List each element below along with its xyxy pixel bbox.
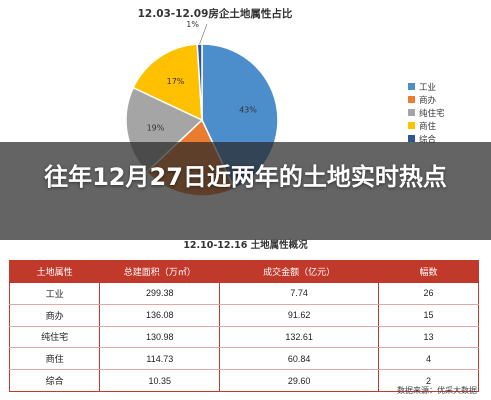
headline-title: 往年12月27日近两年的土地实时热点 <box>44 163 447 191</box>
cell-area: 136.08 <box>99 304 221 327</box>
cell-attribute: 综合 <box>8 369 101 392</box>
data-source-note: 数据来源：优采大数据 <box>397 386 477 395</box>
legend-item: 纯住宅 <box>408 106 445 119</box>
legend-label: 纯住宅 <box>419 108 445 119</box>
pie-chart-title: 12.03-12.09房企土地属性占比 <box>137 8 293 20</box>
headline-overlay <box>0 142 491 240</box>
header-floor-area: 总建面积（万㎡） <box>99 260 221 283</box>
legend-swatch <box>408 83 415 90</box>
legend-label: 综合 <box>419 134 437 145</box>
pie-slice-3 <box>132 43 203 122</box>
cell-amount: 132.61 <box>219 326 379 349</box>
table-row: 商办 136.08 91.62 15 <box>8 304 480 327</box>
header-land-attribute: 土地属性 <box>8 260 101 283</box>
legend-swatch <box>408 135 415 142</box>
legend-label: 工业 <box>419 82 437 93</box>
table-title: 12.10-12.16 土地属性概况 <box>183 240 308 251</box>
legend-label: 商办 <box>419 95 437 106</box>
cell-attribute: 商住 <box>8 347 101 371</box>
legend-label: 商住 <box>419 121 437 132</box>
pie-legend: 工业商办纯住宅商住综合 <box>408 80 445 145</box>
legend-item: 商住 <box>408 119 445 132</box>
cell-attribute: 纯住宅 <box>8 326 101 349</box>
cell-area: 299.38 <box>99 282 221 305</box>
pie-data-label: 19% <box>147 123 165 132</box>
legend-swatch <box>408 122 415 129</box>
pie-data-label: 17% <box>167 77 185 86</box>
cell-count: 4 <box>377 347 480 371</box>
cell-amount: 60.84 <box>219 347 379 371</box>
cell-count: 15 <box>377 304 480 327</box>
cell-area: 114.73 <box>99 347 221 371</box>
land-attribute-table: 土地属性 总建面积（万㎡） 成交金额（亿元） 幅数 工业 299.38 7.74… <box>8 260 480 392</box>
cell-count: 13 <box>377 326 480 349</box>
cell-count: 26 <box>377 282 480 305</box>
cell-area: 130.98 <box>99 326 221 349</box>
header-parcel-count: 幅数 <box>377 260 480 283</box>
header-deal-amount: 成交金额（亿元） <box>219 260 379 283</box>
legend-item: 商办 <box>408 93 445 106</box>
legend-item: 综合 <box>408 132 445 145</box>
cell-amount: 7.74 <box>219 282 379 305</box>
legend-swatch <box>408 109 415 116</box>
table-row: 商住 114.73 60.84 4 <box>8 347 480 371</box>
cell-amount: 29.60 <box>219 369 379 392</box>
cell-attribute: 商办 <box>8 304 101 327</box>
pie-data-label: 1% <box>186 20 199 29</box>
cell-attribute: 工业 <box>8 282 101 305</box>
table-row: 综合 10.35 29.60 2 <box>8 369 480 392</box>
table-row: 工业 299.38 7.74 26 <box>8 282 480 305</box>
legend-swatch <box>408 96 415 103</box>
legend-item: 工业 <box>408 80 445 93</box>
cell-amount: 91.62 <box>219 304 379 327</box>
cell-count: 2 <box>377 369 480 392</box>
cell-area: 10.35 <box>99 369 221 392</box>
table-header-row: 土地属性 总建面积（万㎡） 成交金额（亿元） 幅数 <box>8 260 480 283</box>
table-row: 纯住宅 130.98 132.61 13 <box>8 326 480 349</box>
pie-data-label: 43% <box>239 106 257 115</box>
pie-leader-line <box>199 23 208 45</box>
